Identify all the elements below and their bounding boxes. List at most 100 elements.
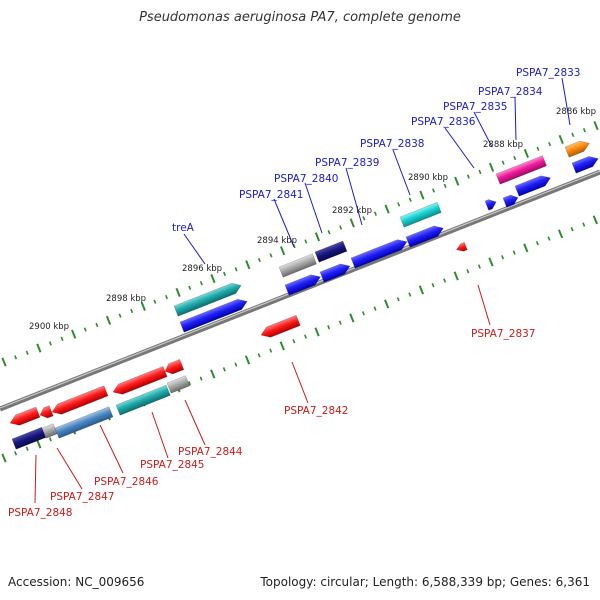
gene-label-reverse: PSPA7_2847 <box>50 491 115 503</box>
gene-label-reverse: PSPA7_2844 <box>178 446 243 458</box>
scale-tick <box>199 376 203 381</box>
scale-tick <box>501 255 505 260</box>
gene-arrow[interactable] <box>111 366 168 397</box>
gene-arrow-body <box>484 199 497 211</box>
scale-tick <box>478 169 482 175</box>
gene-label-forward: PSPA7_2841 <box>239 189 304 201</box>
gene-arrow-body <box>278 253 317 278</box>
scale-tick <box>210 369 216 379</box>
gene-arrow[interactable] <box>8 406 41 428</box>
scale-tick <box>558 134 564 145</box>
scale-tick <box>443 183 447 188</box>
gene-arrow-body <box>112 366 168 395</box>
gene-arrow-body <box>51 385 109 415</box>
scale-tick <box>535 241 539 246</box>
gene-arrow[interactable] <box>405 223 445 248</box>
gene-arrow[interactable] <box>163 358 185 376</box>
scale-tick <box>501 160 505 165</box>
scale-tick <box>245 260 251 270</box>
scale-tick <box>592 215 598 225</box>
gene-arrow-body <box>11 426 47 450</box>
scale-label: 2886 kbp <box>556 107 596 117</box>
scale-tick <box>118 313 122 318</box>
scale-label: 2898 kbp <box>106 294 146 304</box>
scale-tick <box>488 257 494 267</box>
gene-label-forward: PSPA7_2833 <box>516 67 581 79</box>
scale-tick <box>397 202 401 207</box>
scale-label: 2896 kbp <box>182 264 222 274</box>
gene-label-forward: PSPA7_2838 <box>360 138 425 150</box>
scale-tick <box>373 306 377 311</box>
gene-arrow[interactable] <box>179 296 249 333</box>
leader-line <box>561 77 571 126</box>
gene-arrow[interactable] <box>278 253 317 278</box>
gene-label-forward: PSPA7_2840 <box>274 173 339 185</box>
gene-arrow[interactable] <box>284 272 323 296</box>
scale-tick <box>453 271 459 281</box>
gene-arrow[interactable] <box>350 237 409 269</box>
gene-arrow[interactable] <box>564 138 591 158</box>
gene-arrow[interactable] <box>50 385 109 418</box>
gene-arrow-body <box>39 405 54 419</box>
scale-tick <box>1 357 7 367</box>
gene-arrow[interactable] <box>319 261 352 283</box>
gene-arrow[interactable] <box>11 426 47 450</box>
gene-arrow[interactable] <box>173 280 243 317</box>
scale-tick <box>454 176 460 186</box>
scale-tick <box>36 439 42 449</box>
gene-label-reverse: PSPA7_2837 <box>471 328 536 340</box>
gene-arrow-body <box>284 274 321 296</box>
scale-tick <box>548 141 552 147</box>
leader-line <box>99 424 124 474</box>
scale-tick <box>234 362 238 367</box>
scale-tick <box>362 216 366 221</box>
scale-tick <box>571 132 575 138</box>
gene-arrow-body <box>405 225 444 248</box>
scale-tick <box>25 446 29 451</box>
gene-arrow[interactable] <box>571 153 600 174</box>
gene-label-forward: PSPA7_2835 <box>443 101 508 113</box>
gene-arrow[interactable] <box>495 155 547 185</box>
scale-tick <box>432 188 436 193</box>
gene-arrow[interactable] <box>514 173 553 197</box>
gene-arrow[interactable] <box>502 193 520 208</box>
genome-summary-text: Topology: circular; Length: 6,588,339 bp… <box>260 575 590 589</box>
gene-arrow[interactable] <box>54 406 114 439</box>
scale-tick <box>339 225 343 230</box>
gene-arrow[interactable] <box>314 240 348 263</box>
gene-arrow[interactable] <box>399 201 442 228</box>
scale-tick <box>314 327 320 337</box>
scale-tick <box>36 343 42 353</box>
gene-label-reverse: PSPA7_2848 <box>8 507 73 519</box>
scale-tick <box>327 325 331 330</box>
scale-tick <box>557 229 564 239</box>
scale-tick <box>292 339 296 344</box>
gene-arrow[interactable] <box>38 405 54 421</box>
scale-tick <box>199 281 203 286</box>
gene-arrow[interactable] <box>41 423 58 439</box>
gene-arrow[interactable] <box>166 375 191 394</box>
scale-tick <box>349 313 355 323</box>
scale-tick <box>48 437 52 442</box>
gene-arrow[interactable] <box>115 384 171 416</box>
scale-tick <box>95 322 99 328</box>
scale-tick <box>419 190 425 200</box>
gene-arrow-body <box>179 298 248 333</box>
gene-arrow[interactable] <box>484 197 498 211</box>
gene-arrow[interactable] <box>455 241 468 253</box>
scale-tick <box>175 287 181 298</box>
scale-tick <box>257 257 261 263</box>
scale-tick <box>244 355 251 365</box>
scale-tick <box>71 329 77 339</box>
scale-tick <box>48 341 52 346</box>
scale-tick <box>188 381 192 386</box>
gene-label-reverse: PSPA7_2842 <box>284 405 349 417</box>
scale-label: 2894 kbp <box>257 236 297 246</box>
gene-arrow[interactable] <box>259 314 301 340</box>
leader-line <box>151 411 169 459</box>
scale-tick <box>384 204 390 214</box>
scale-tick <box>418 285 425 295</box>
scale-tick <box>431 283 435 288</box>
scale-tick <box>280 246 286 256</box>
